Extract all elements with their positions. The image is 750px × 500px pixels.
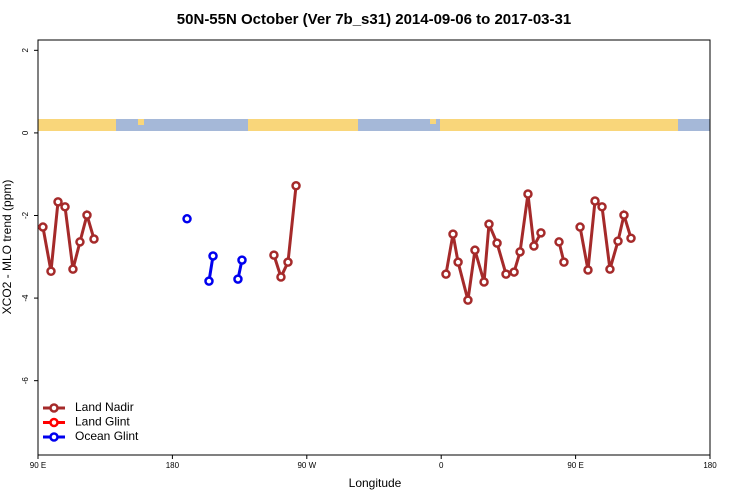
data-point <box>441 269 451 279</box>
data-point <box>208 251 218 261</box>
data-point <box>470 245 480 255</box>
data-point <box>463 295 473 305</box>
legend-label: Land Nadir <box>75 400 134 414</box>
data-point <box>529 241 539 251</box>
data-point <box>597 202 607 212</box>
data-point <box>276 272 286 282</box>
x-tick-label: 180 <box>166 461 180 470</box>
data-point <box>269 250 279 260</box>
legend-marker <box>49 403 59 413</box>
data-point <box>515 247 525 257</box>
data-point <box>605 264 615 274</box>
data-point <box>75 237 85 247</box>
data-point <box>53 197 63 207</box>
plot-frame <box>37 39 711 456</box>
data-point <box>237 255 247 265</box>
data-point <box>448 229 458 239</box>
series-line <box>41 185 633 301</box>
legend-label: Land Glint <box>75 415 130 429</box>
data-point <box>492 238 502 248</box>
x-tick-label: 90 E <box>30 461 46 470</box>
data-point <box>559 257 569 267</box>
legend-marker <box>49 432 59 442</box>
chart-title: 50N-55N October (Ver 7b_s31) 2014-09-06 … <box>177 11 571 28</box>
x-tick-label: 90 W <box>297 461 316 470</box>
data-point <box>89 234 99 244</box>
x-tick-label: 0 <box>439 461 444 470</box>
data-point <box>204 276 214 286</box>
data-point <box>536 228 546 238</box>
legend-label: Ocean Glint <box>75 429 139 443</box>
data-point <box>501 269 511 279</box>
y-axis-label: XCO2 - MLO trend (ppm) <box>0 180 14 315</box>
data-point <box>46 266 56 276</box>
data-point <box>484 219 494 229</box>
data-point <box>38 222 48 232</box>
data-point <box>233 274 243 284</box>
data-point <box>68 264 78 274</box>
data-point <box>182 214 192 224</box>
data-point <box>509 267 519 277</box>
land-ocean-band <box>38 119 710 131</box>
data-point <box>291 181 301 191</box>
data-point <box>590 196 600 206</box>
x-tick-label: 180 <box>703 461 717 470</box>
data-point <box>82 210 92 220</box>
data-point <box>60 202 70 212</box>
data-point <box>583 265 593 275</box>
y-tick-label: 2 <box>21 48 30 53</box>
data-point <box>283 257 293 267</box>
x-tick-label: 90 E <box>567 461 583 470</box>
data-point <box>575 222 585 232</box>
x-axis-label: Longitude <box>349 476 402 490</box>
y-tick-label: -4 <box>21 294 30 302</box>
data-point <box>626 233 636 243</box>
legend-marker <box>49 417 59 428</box>
data-point <box>523 189 533 199</box>
data-point <box>619 210 629 220</box>
y-tick-label: 0 <box>21 130 30 135</box>
data-point <box>479 277 489 287</box>
data-point <box>613 236 623 246</box>
data-point <box>453 257 463 267</box>
y-tick-label: -2 <box>21 211 30 219</box>
data-point <box>554 237 564 247</box>
y-tick-label: -6 <box>21 377 30 385</box>
